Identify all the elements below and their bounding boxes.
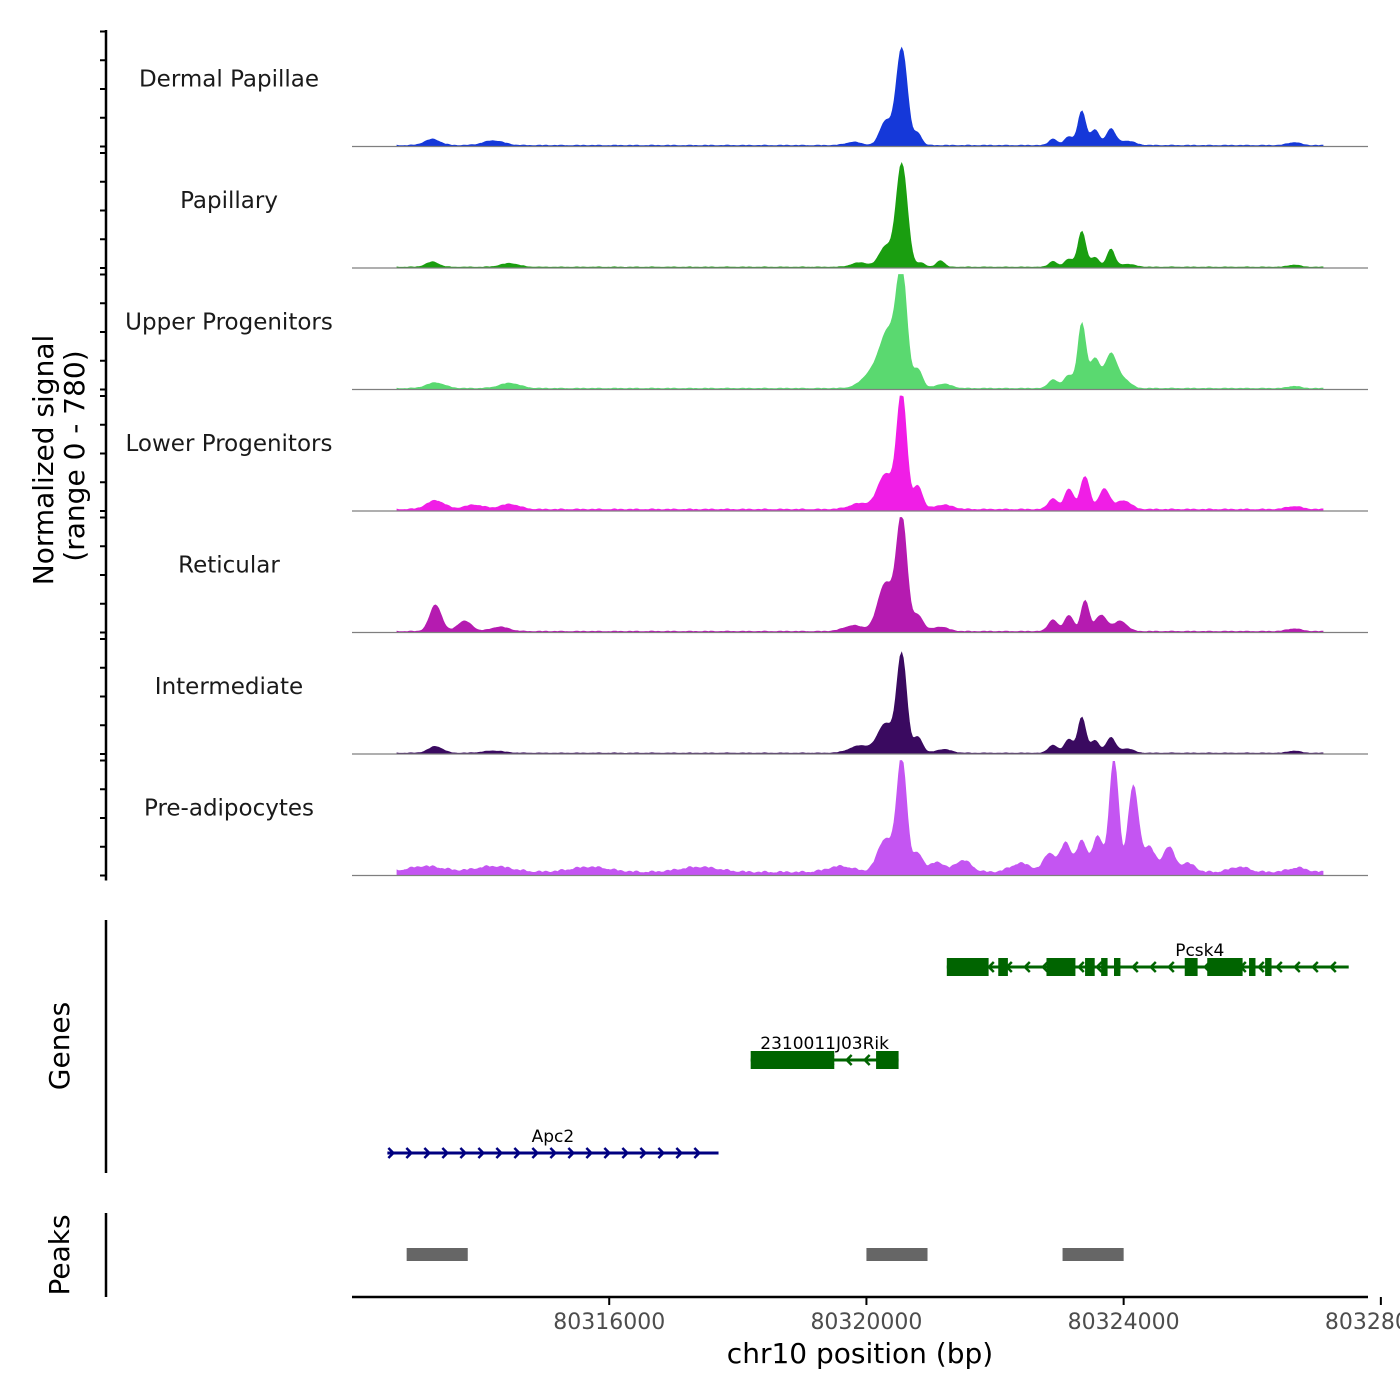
gene-track: Pcsk4 2310011J03Rik Apc2 [104, 920, 1349, 1173]
strand-arrow [657, 1147, 666, 1159]
peak-bar [1062, 1248, 1124, 1261]
y-axis-label-line1: Normalized signal [27, 335, 60, 586]
peak-bar [406, 1248, 468, 1261]
gene-name-label: 2310011J03Rik [760, 1034, 889, 1054]
signal-area-pre-adipocytes [396, 760, 1324, 876]
signal-area-intermediate [396, 651, 1324, 755]
y-axis-label-line2: (range 0 - 780) [58, 350, 91, 561]
exon [998, 958, 1008, 976]
strand-arrow [1095, 961, 1103, 973]
track-label: Reticular [178, 553, 280, 579]
strand-arrow [1023, 961, 1031, 973]
strand-arrow [477, 1147, 486, 1159]
strand-arrow [693, 1147, 702, 1159]
signal-area-dermal-papillae [396, 46, 1324, 147]
signal-area-reticular [396, 517, 1324, 633]
genes-track-label: Genes [43, 1002, 76, 1090]
track-label: Pre-adipocytes [144, 796, 314, 822]
peaks-track-label: Peaks [43, 1214, 76, 1295]
exon [1085, 958, 1095, 976]
x-axis-label: chr10 position (bp) [727, 1337, 993, 1370]
strand-arrow [1257, 961, 1265, 973]
track-label: Intermediate [155, 674, 303, 700]
x-tick-label: 80316000 [553, 1310, 665, 1335]
strand-arrow [387, 1147, 396, 1159]
exon [1046, 958, 1076, 976]
exon [1101, 958, 1108, 976]
strand-arrow [441, 1147, 450, 1159]
strand-arrow [1329, 961, 1337, 973]
exon [876, 1051, 899, 1069]
exon [1265, 958, 1272, 976]
strand-arrow [549, 1147, 558, 1159]
strand-arrow [639, 1147, 648, 1159]
strand-arrow [621, 1147, 630, 1159]
strand-arrow [987, 961, 995, 973]
strand-arrow [862, 1054, 871, 1066]
strand-arrow [405, 1147, 414, 1159]
strand-arrow [1311, 961, 1319, 973]
x-tick-label: 80328000 [1325, 1310, 1400, 1335]
strand-arrow [585, 1147, 594, 1159]
track-label: Upper Progenitors [125, 310, 333, 336]
strand-arrow [495, 1147, 504, 1159]
strand-arrow [844, 1054, 853, 1066]
track-label: Papillary [180, 188, 278, 214]
strand-arrow [675, 1147, 684, 1159]
strand-arrow [1041, 961, 1049, 973]
x-tick-label: 80324000 [1068, 1310, 1180, 1335]
strand-arrow [531, 1147, 540, 1159]
strand-arrow [1149, 961, 1157, 973]
x-tick-label: 80320000 [810, 1310, 922, 1335]
exon [1184, 958, 1198, 976]
x-axis: 80316000 80320000 80324000 80328000 [352, 1295, 1400, 1335]
signal-area-lower-progenitors [396, 395, 1324, 512]
exon [1249, 958, 1256, 976]
gene-name-label: Apc2 [532, 1127, 575, 1147]
strand-arrow [1167, 961, 1175, 973]
strand-arrow [1293, 961, 1301, 973]
track-label: Lower Progenitors [126, 431, 333, 457]
peak-bar [866, 1248, 928, 1261]
exon [1114, 958, 1121, 976]
exon [1207, 958, 1243, 976]
gene-name-label: Pcsk4 [1175, 941, 1224, 961]
exon [750, 1051, 835, 1069]
strand-arrow [1077, 961, 1085, 973]
strand-arrow [513, 1147, 522, 1159]
strand-arrow [459, 1147, 468, 1159]
strand-arrow [1275, 961, 1283, 973]
strand-arrow [603, 1147, 612, 1159]
exon [946, 958, 989, 976]
signal-tracks: Dermal Papillae Papillary Upper Progenitor… [100, 30, 1368, 881]
signal-area-papillary [396, 162, 1324, 269]
peak-track [104, 1213, 1124, 1297]
strand-arrow [423, 1147, 432, 1159]
strand-arrow [1131, 961, 1139, 973]
signal-area-upper-progenitors [396, 274, 1324, 390]
track-label: Dermal Papillae [139, 67, 319, 93]
strand-arrow [567, 1147, 576, 1159]
